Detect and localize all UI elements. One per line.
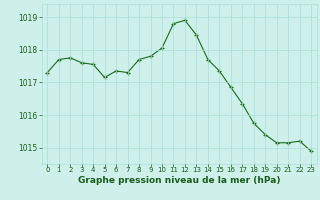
X-axis label: Graphe pression niveau de la mer (hPa): Graphe pression niveau de la mer (hPa) [78, 176, 280, 185]
